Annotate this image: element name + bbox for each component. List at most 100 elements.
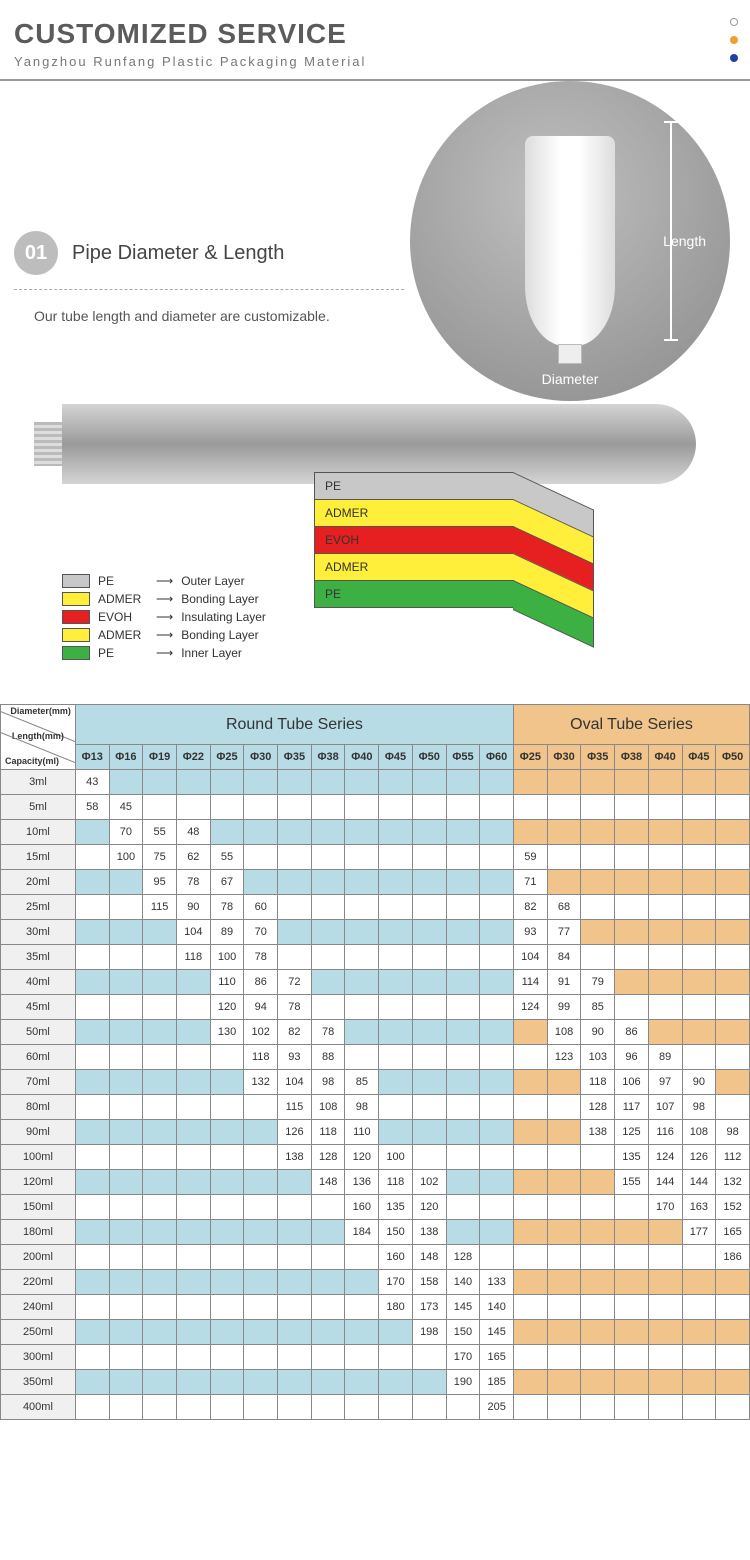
legend-row: PE⟶Outer Layer — [62, 574, 266, 588]
round-cell — [210, 1220, 244, 1245]
round-cell — [176, 1370, 210, 1395]
round-cell — [176, 1295, 210, 1320]
oval-cell — [648, 795, 682, 820]
oval-cell — [716, 995, 750, 1020]
round-cell — [446, 1095, 480, 1120]
oval-cell — [581, 845, 615, 870]
table-row: 200ml160148128186 — [1, 1245, 750, 1270]
round-cell — [75, 1145, 109, 1170]
oval-cell — [648, 1270, 682, 1295]
round-cell — [75, 1370, 109, 1395]
oval-cell — [615, 895, 649, 920]
layer-bands: PEADMEREVOHADMERPE — [314, 472, 514, 607]
legend-material: PE — [98, 574, 148, 588]
oval-cell: 163 — [682, 1195, 716, 1220]
round-cell — [75, 1245, 109, 1270]
oval-cell: 90 — [682, 1070, 716, 1095]
round-cell — [143, 1370, 177, 1395]
round-cell — [75, 1220, 109, 1245]
round-cell — [311, 1270, 345, 1295]
oval-cell — [615, 820, 649, 845]
oval-cell — [648, 1370, 682, 1395]
round-cell — [480, 1145, 514, 1170]
oval-cell — [716, 945, 750, 970]
round-cell — [412, 1345, 446, 1370]
round-cell — [480, 1170, 514, 1195]
round-cell — [210, 820, 244, 845]
round-cell — [311, 970, 345, 995]
capacity-cell: 80ml — [1, 1095, 76, 1120]
round-cell — [244, 1370, 278, 1395]
round-cell — [176, 1020, 210, 1045]
round-cell — [109, 1045, 143, 1070]
round-cell — [412, 920, 446, 945]
round-cell — [480, 895, 514, 920]
round-cell — [210, 1395, 244, 1420]
round-cell: 60 — [244, 895, 278, 920]
round-cell — [109, 770, 143, 795]
oval-cell — [547, 1145, 581, 1170]
capacity-cell: 200ml — [1, 1245, 76, 1270]
layer-band: PE — [314, 472, 514, 500]
round-cell: 128 — [311, 1145, 345, 1170]
round-cell — [446, 945, 480, 970]
oval-cell — [547, 1320, 581, 1345]
round-cell — [412, 820, 446, 845]
oval-cell — [716, 1320, 750, 1345]
header: CUSTOMIZED SERVICE Yangzhou Runfang Plas… — [0, 0, 750, 81]
oval-cell: 108 — [547, 1020, 581, 1045]
round-cell — [311, 770, 345, 795]
round-cell: 102 — [412, 1170, 446, 1195]
page-title: CUSTOMIZED SERVICE — [14, 18, 736, 50]
round-cell — [379, 870, 413, 895]
capacity-cell: 45ml — [1, 995, 76, 1020]
round-cell: 158 — [412, 1270, 446, 1295]
table-row: 40ml11086721149179 — [1, 970, 750, 995]
round-cell: 198 — [412, 1320, 446, 1345]
table-row: 100ml138128120100135124126112 — [1, 1145, 750, 1170]
round-cell — [446, 1395, 480, 1420]
round-cell — [345, 1370, 379, 1395]
oval-cell — [615, 1320, 649, 1345]
tube-shape — [525, 136, 615, 346]
dot-icon — [730, 36, 738, 44]
oval-cell — [615, 770, 649, 795]
round-cell: 138 — [278, 1145, 312, 1170]
col-header-round: Φ55 — [446, 745, 480, 770]
oval-cell — [648, 1345, 682, 1370]
oval-cell: 144 — [648, 1170, 682, 1195]
round-cell — [480, 1220, 514, 1245]
round-cell — [345, 945, 379, 970]
oval-cell — [682, 795, 716, 820]
table-row: 80ml1151089812811710798 — [1, 1095, 750, 1120]
round-cell: 126 — [278, 1120, 312, 1145]
oval-cell: 155 — [615, 1170, 649, 1195]
round-cell — [244, 1320, 278, 1345]
capacity-cell: 15ml — [1, 845, 76, 870]
oval-cell — [716, 845, 750, 870]
oval-cell: 90 — [581, 1020, 615, 1045]
oval-cell — [615, 1295, 649, 1320]
round-cell — [75, 895, 109, 920]
round-cell — [480, 820, 514, 845]
round-cell: 55 — [143, 820, 177, 845]
round-cell — [412, 1095, 446, 1120]
oval-cell — [615, 1270, 649, 1295]
table-row: 5ml5845 — [1, 795, 750, 820]
round-cell: 170 — [379, 1270, 413, 1295]
legend-row: EVOH⟶Insulating Layer — [62, 610, 266, 624]
oval-cell — [514, 1095, 548, 1120]
swatch-icon — [62, 592, 90, 606]
oval-cell: 112 — [716, 1145, 750, 1170]
oval-cell — [581, 1195, 615, 1220]
round-cell — [75, 1120, 109, 1145]
table-row: 25ml1159078608268 — [1, 895, 750, 920]
col-header-round: Φ30 — [244, 745, 278, 770]
round-cell — [311, 870, 345, 895]
oval-cell — [514, 1270, 548, 1295]
round-cell — [480, 1120, 514, 1145]
oval-cell — [581, 1320, 615, 1345]
capacity-cell: 3ml — [1, 770, 76, 795]
oval-cell — [716, 920, 750, 945]
oval-cell — [648, 1395, 682, 1420]
